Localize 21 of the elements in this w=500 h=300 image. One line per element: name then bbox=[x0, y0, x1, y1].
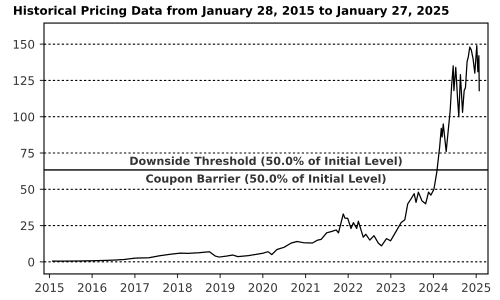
y-tick-label: 0 bbox=[28, 258, 34, 267]
x-tick-label: 2015 bbox=[35, 283, 64, 292]
y-tick-label: 125 bbox=[14, 76, 34, 86]
x-tick-label: 2018 bbox=[163, 283, 192, 292]
x-tick-label: 2016 bbox=[78, 283, 106, 292]
x-tick-label: 2023 bbox=[376, 283, 405, 292]
y-tick-label: 50 bbox=[20, 185, 34, 194]
x-tick-label: 2019 bbox=[206, 283, 234, 292]
y-tick-label: 100 bbox=[14, 112, 34, 122]
y-tick-label: 75 bbox=[20, 148, 34, 158]
x-tick-label: 2020 bbox=[248, 283, 278, 292]
y-tick-label: 150 bbox=[14, 40, 34, 49]
x-tick-label: 2022 bbox=[334, 283, 362, 292]
chart-title: Historical Pricing Data from January 28, 2015 to January 27, 2025 bbox=[14, 6, 449, 18]
y-tick-label: 25 bbox=[20, 221, 34, 230]
annotation: Coupon Barrier (50.0% of Initial Level) bbox=[146, 174, 386, 185]
x-tick-label: 2021 bbox=[291, 283, 320, 292]
ref-line-label: Downside Threshold (50.0% of Initial Level) bbox=[130, 156, 402, 166]
x-tick-label: 2024 bbox=[419, 283, 448, 292]
x-tick-label: 2025 bbox=[462, 283, 490, 292]
x-tick-label: 2017 bbox=[120, 283, 149, 292]
